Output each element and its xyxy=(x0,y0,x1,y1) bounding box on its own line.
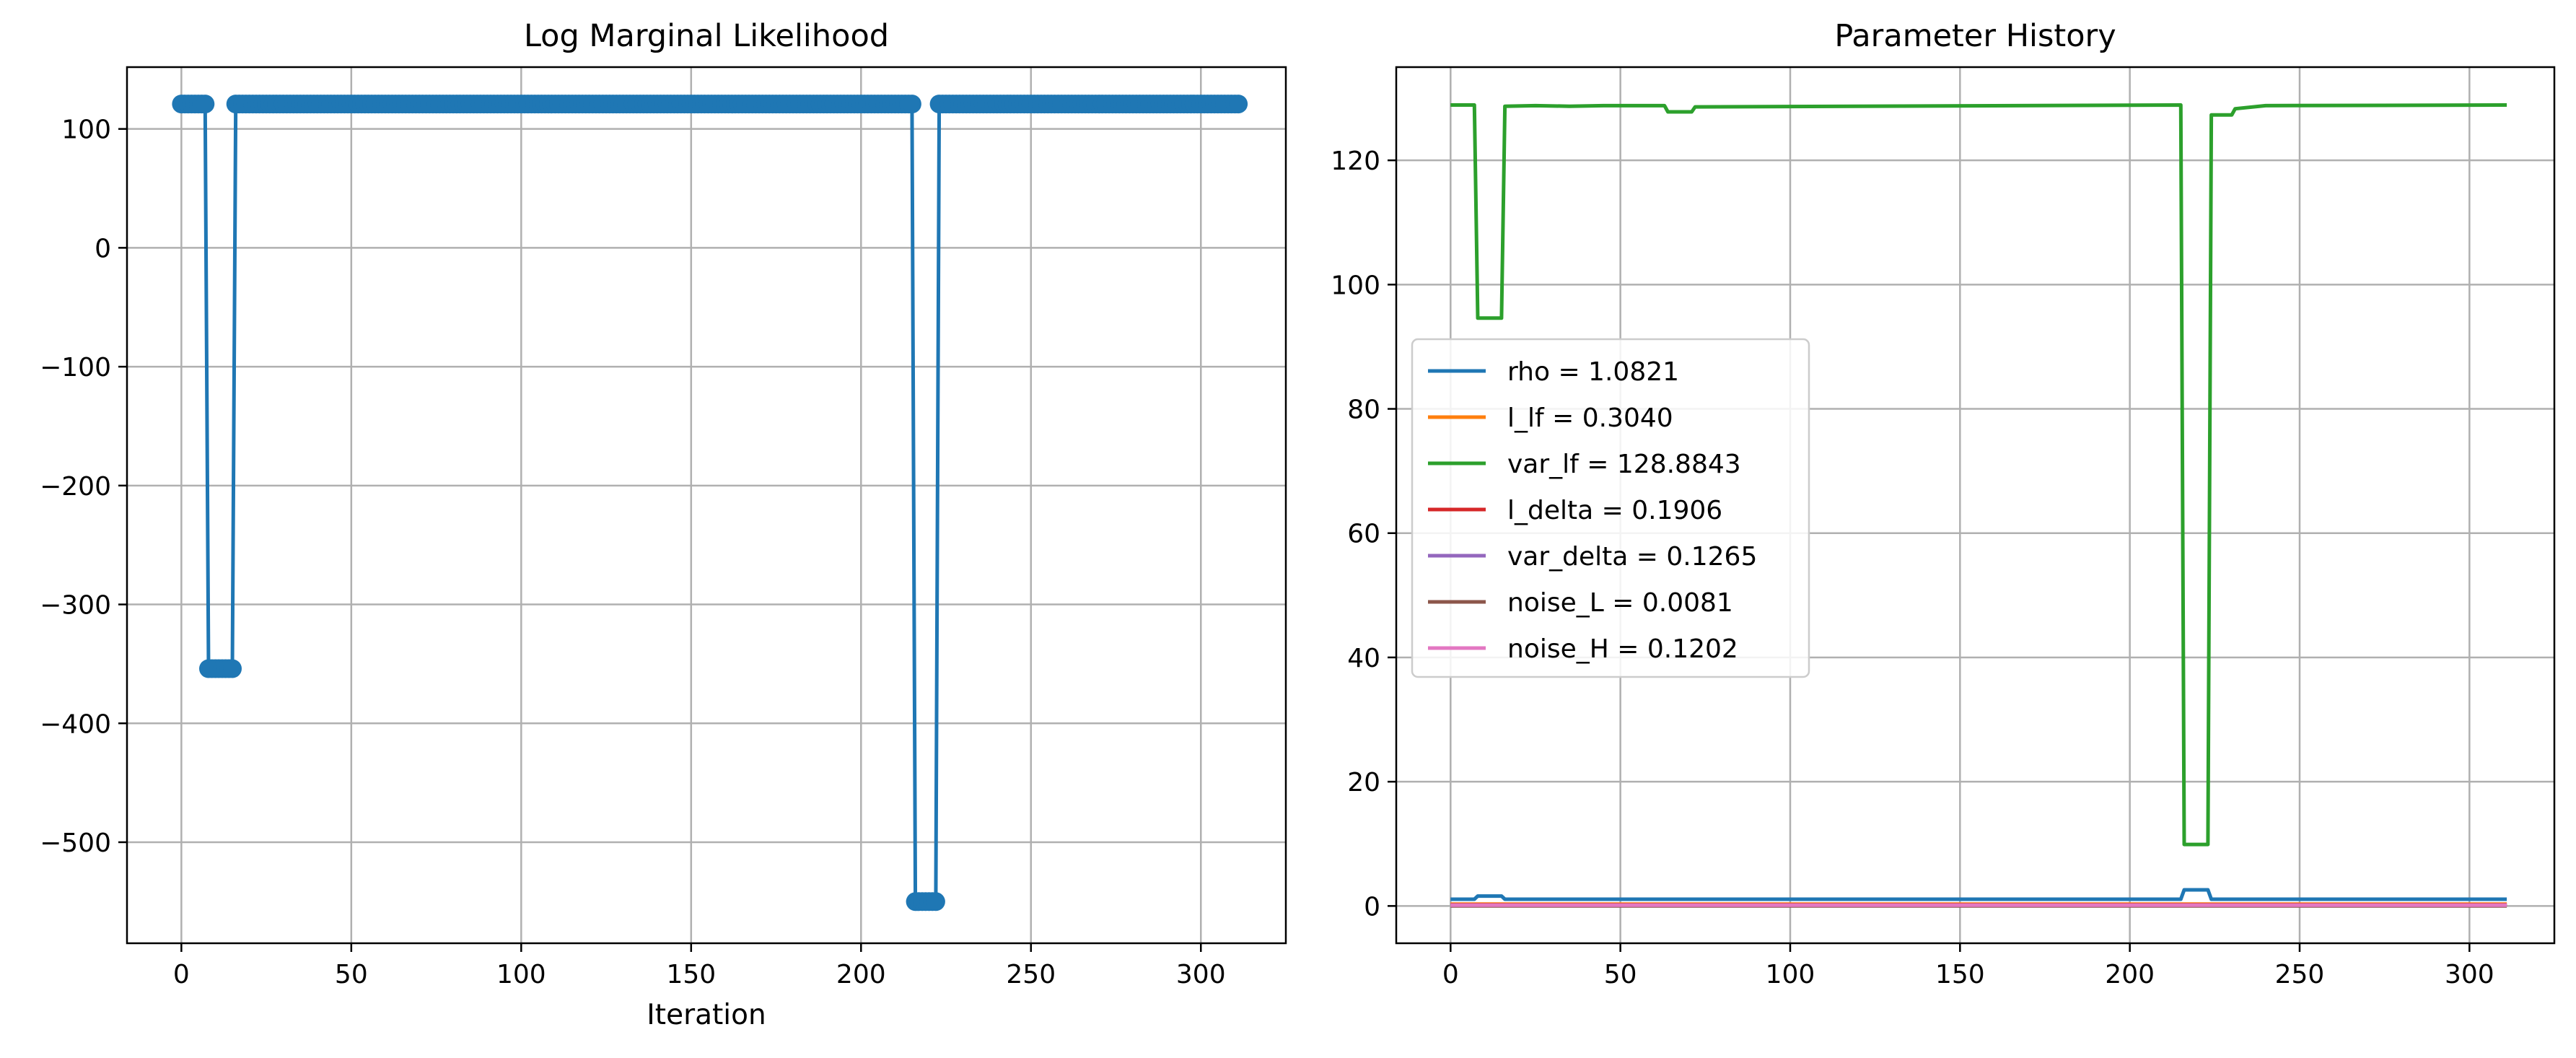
y-tick-label: 40 xyxy=(1347,644,1380,673)
x-tick-label: 100 xyxy=(1766,960,1815,989)
data-point xyxy=(926,892,945,911)
x-tick-label: 300 xyxy=(2445,960,2494,989)
x-tick-label: 100 xyxy=(496,960,546,989)
legend-label: noise_L = 0.0081 xyxy=(1507,588,1733,618)
log-marginal-likelihood-panel: 0 50 100 150 200 250 300 100 0 −100 −200 −300 −400 −5… xyxy=(40,18,1287,1031)
y-tick-label: −500 xyxy=(40,829,111,858)
x-tick-label: 0 xyxy=(1442,960,1459,989)
data-point xyxy=(196,95,215,114)
y-tick-label: 120 xyxy=(1331,147,1380,176)
y-tick-label: −100 xyxy=(40,353,111,382)
axes-frame xyxy=(1395,66,2556,945)
y-tick-label: 80 xyxy=(1347,395,1380,425)
legend-label: rho = 1.0821 xyxy=(1507,357,1679,387)
axes-frame xyxy=(126,66,1287,945)
x-tick-label: 250 xyxy=(1006,960,1056,989)
x-tick-label: 150 xyxy=(666,960,716,989)
series-line-var-lf xyxy=(1450,103,2507,847)
data-point xyxy=(223,659,242,678)
y-tick-label: 0 xyxy=(95,234,111,263)
series-layer xyxy=(172,95,1248,911)
x-tick-label: 150 xyxy=(1935,960,1985,989)
ticks: 0 50 100 150 200 250 300 0 20 40 60 80 100 120 xyxy=(1331,147,2494,989)
legend: rho = 1.0821 l_lf = 0.3040 var_lf = 128.88… xyxy=(1411,338,1810,678)
chart-title: Parameter History xyxy=(1834,18,2116,54)
data-point xyxy=(1229,95,1248,114)
y-tick-label: 20 xyxy=(1347,768,1380,797)
data-point xyxy=(902,95,921,114)
y-tick-label: 100 xyxy=(1331,271,1380,300)
legend-label: var_lf = 128.8843 xyxy=(1507,450,1741,479)
chart-title: Log Marginal Likelihood xyxy=(524,18,889,54)
y-tick-label: −400 xyxy=(40,709,111,739)
y-tick-label: −300 xyxy=(40,591,111,621)
y-tick-label: −200 xyxy=(40,472,111,502)
x-tick-label: 50 xyxy=(1604,960,1637,989)
legend-box xyxy=(1411,338,1810,678)
parameter-history-panel: 0 50 100 150 200 250 300 0 20 40 60 80 100 120 Parame… xyxy=(1331,18,2556,989)
ticks: 0 50 100 150 200 250 300 100 0 −100 −200 −300 −400 −5… xyxy=(40,115,1226,989)
x-tick-label: 300 xyxy=(1176,960,1226,989)
x-tick-label: 200 xyxy=(2105,960,2155,989)
series-layer xyxy=(1450,103,2507,908)
y-tick-label: 0 xyxy=(1364,892,1380,922)
x-tick-label: 0 xyxy=(173,960,190,989)
x-tick-label: 50 xyxy=(335,960,368,989)
series-line-rho xyxy=(1450,888,2507,901)
legend-label: l_lf = 0.3040 xyxy=(1507,403,1673,433)
legend-label: var_delta = 0.1265 xyxy=(1507,542,1757,572)
x-tick-label: 200 xyxy=(836,960,886,989)
y-tick-label: 60 xyxy=(1347,520,1380,549)
grid xyxy=(127,67,1286,943)
legend-label: l_delta = 0.1906 xyxy=(1507,496,1722,525)
legend-label: noise_H = 0.1202 xyxy=(1507,634,1738,664)
x-tick-label: 250 xyxy=(2275,960,2325,989)
y-tick-label: 100 xyxy=(61,115,111,145)
x-axis-label: Iteration xyxy=(647,999,766,1031)
